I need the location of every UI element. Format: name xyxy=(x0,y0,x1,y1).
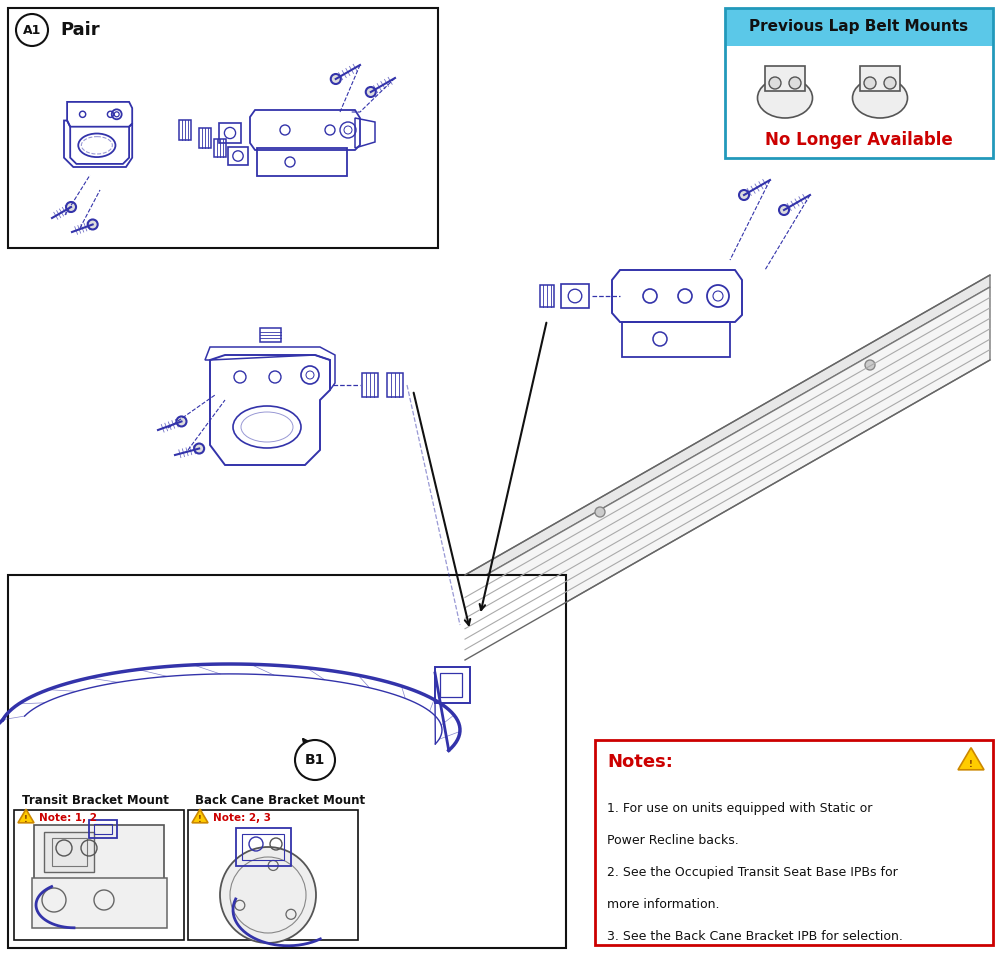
Text: Note: 1, 2: Note: 1, 2 xyxy=(39,813,97,823)
Text: 2. See the Occupied Transit Seat Base IPBs for: 2. See the Occupied Transit Seat Base IP… xyxy=(607,866,898,879)
Circle shape xyxy=(739,190,749,200)
Bar xyxy=(260,328,280,342)
Bar xyxy=(362,373,378,397)
Bar xyxy=(387,373,403,397)
Circle shape xyxy=(295,740,335,780)
Text: Power Recline backs.: Power Recline backs. xyxy=(607,834,739,847)
Text: !: ! xyxy=(24,815,28,824)
Text: No Longer Available: No Longer Available xyxy=(765,131,953,149)
Bar xyxy=(32,878,167,928)
Bar xyxy=(242,834,284,860)
Text: Note: 2, 3: Note: 2, 3 xyxy=(213,813,271,823)
Bar xyxy=(188,810,358,940)
Polygon shape xyxy=(958,747,984,769)
Bar xyxy=(725,8,993,46)
Bar xyxy=(44,832,94,872)
Circle shape xyxy=(176,416,186,427)
Circle shape xyxy=(789,77,801,89)
Circle shape xyxy=(16,14,48,46)
Bar xyxy=(8,575,566,948)
Ellipse shape xyxy=(758,78,812,118)
Polygon shape xyxy=(465,287,990,660)
Text: Transit Bracket Mount: Transit Bracket Mount xyxy=(22,793,169,807)
Bar xyxy=(34,825,164,880)
Bar xyxy=(52,838,87,866)
Circle shape xyxy=(366,87,376,97)
Circle shape xyxy=(331,74,341,84)
Polygon shape xyxy=(192,810,208,823)
Text: Previous Lap Belt Mounts: Previous Lap Belt Mounts xyxy=(749,19,969,34)
Text: more information.: more information. xyxy=(607,898,720,911)
Circle shape xyxy=(194,443,204,454)
Circle shape xyxy=(779,205,789,215)
Text: 1. For use on units equipped with Static or: 1. For use on units equipped with Static… xyxy=(607,802,872,815)
Circle shape xyxy=(769,77,781,89)
Polygon shape xyxy=(465,275,990,587)
Bar xyxy=(435,667,470,703)
Ellipse shape xyxy=(852,78,908,118)
Bar xyxy=(725,8,993,158)
Bar xyxy=(440,673,462,697)
Circle shape xyxy=(66,202,76,212)
Text: B1: B1 xyxy=(305,753,325,767)
Text: Notes:: Notes: xyxy=(607,753,673,771)
Bar xyxy=(199,128,211,147)
Bar xyxy=(179,121,191,140)
Bar xyxy=(540,285,554,307)
Text: !: ! xyxy=(198,815,202,824)
Bar xyxy=(622,322,730,357)
Bar xyxy=(595,740,993,945)
Text: A1: A1 xyxy=(23,24,41,36)
Bar xyxy=(561,284,589,308)
Text: 3. See the Back Cane Bracket IPB for selection.: 3. See the Back Cane Bracket IPB for sel… xyxy=(607,930,903,943)
Bar xyxy=(8,8,438,248)
Circle shape xyxy=(864,77,876,89)
Bar xyxy=(236,828,291,866)
Bar xyxy=(214,139,226,157)
Bar xyxy=(765,66,805,91)
Circle shape xyxy=(220,847,316,943)
Bar xyxy=(860,66,900,91)
Bar xyxy=(228,147,248,166)
Circle shape xyxy=(865,360,875,370)
Text: !: ! xyxy=(969,760,973,769)
Bar xyxy=(219,123,241,143)
Circle shape xyxy=(884,77,896,89)
Text: Pair: Pair xyxy=(60,21,100,39)
Bar xyxy=(94,824,112,834)
Circle shape xyxy=(595,507,605,517)
Text: Back Cane Bracket Mount: Back Cane Bracket Mount xyxy=(195,793,365,807)
Polygon shape xyxy=(18,810,34,823)
Bar xyxy=(14,810,184,940)
Bar xyxy=(89,820,117,838)
Bar xyxy=(257,148,347,176)
Circle shape xyxy=(88,219,98,230)
